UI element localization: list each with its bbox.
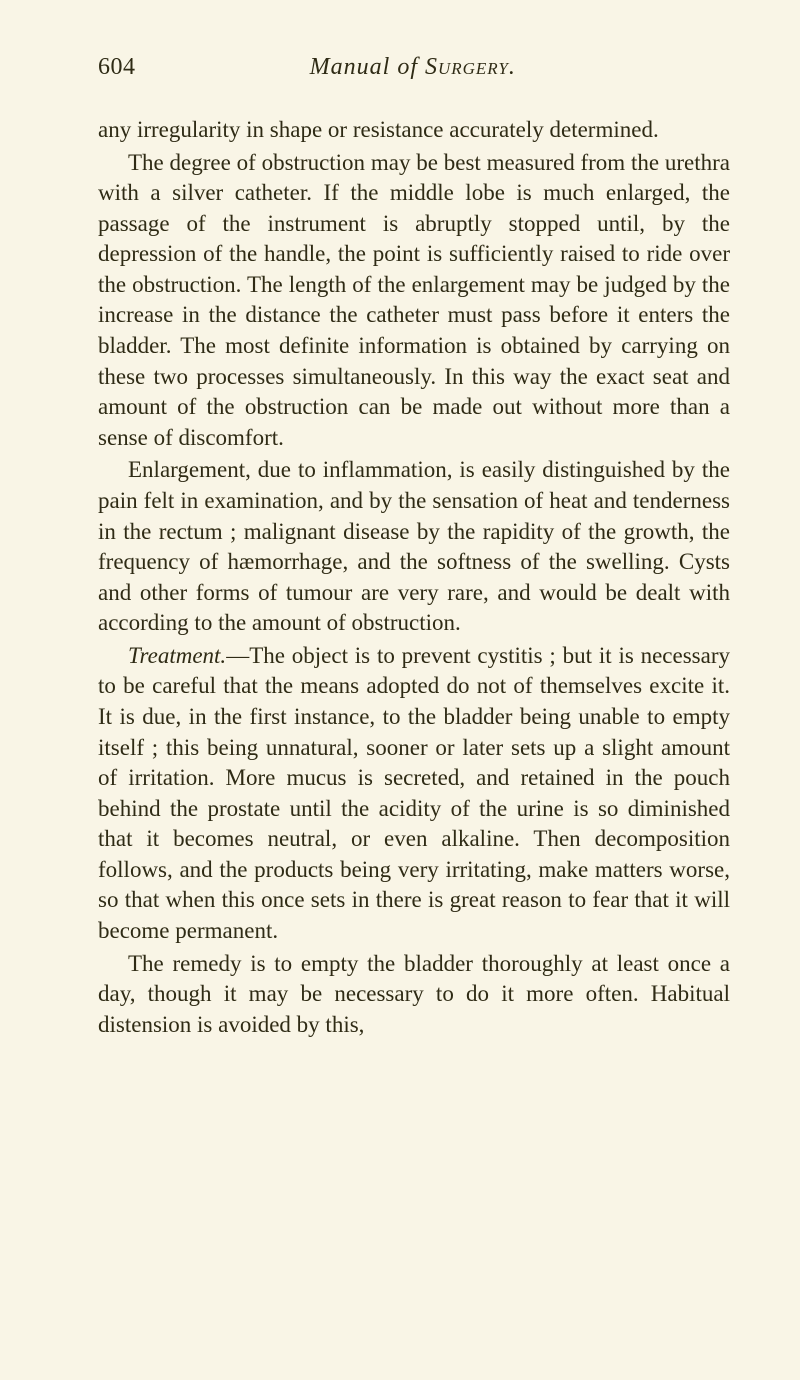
running-title-prefix: Manual of — [310, 54, 425, 80]
running-title: Manual of Surgery. — [96, 54, 731, 81]
paragraph-3: Enlargement, due to inflammation, is eas… — [98, 455, 730, 638]
paragraph-4: Treatment.—The object is to prevent cyst… — [98, 641, 730, 947]
paragraph-1: any irregularity in shape or resistance … — [98, 115, 730, 146]
paragraph-4-lead: Treatment. — [128, 643, 226, 668]
page: 604 Manual of Surgery. any irregularity … — [0, 0, 800, 1380]
paragraph-4-rest: —The object is to prevent cystitis ; but… — [98, 643, 730, 943]
body-text: any irregularity in shape or resistance … — [98, 115, 730, 1040]
paragraph-5: The remedy is to empty the bladder thoro… — [98, 949, 730, 1041]
running-title-sc: Surgery. — [425, 54, 516, 80]
page-header: 604 Manual of Surgery. — [98, 54, 730, 81]
paragraph-2: The degree of obstruction may be best me… — [98, 148, 730, 454]
